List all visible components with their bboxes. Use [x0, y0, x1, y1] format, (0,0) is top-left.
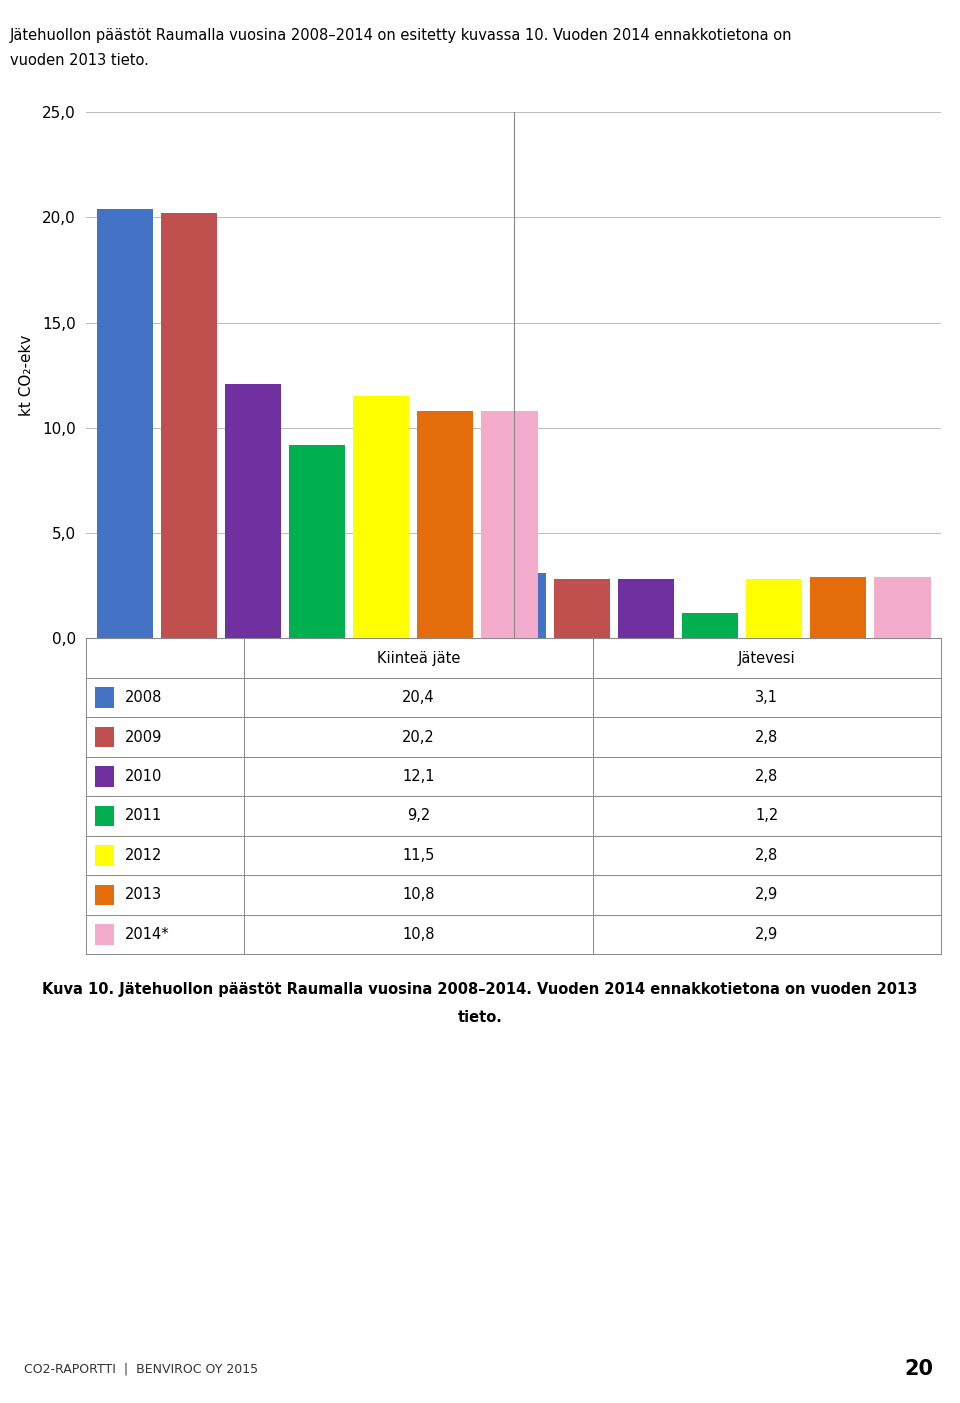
Text: 2009: 2009 [125, 730, 162, 745]
Text: 2,9: 2,9 [756, 887, 779, 902]
Bar [554, 579, 611, 638]
Bar [95, 925, 113, 944]
Text: 2,9: 2,9 [756, 927, 779, 941]
Bar [417, 411, 473, 638]
Bar [95, 766, 113, 787]
Bar [95, 805, 113, 826]
Bar [618, 579, 674, 638]
Text: 2014*: 2014* [125, 927, 170, 941]
Bar [481, 411, 538, 638]
Text: 1,2: 1,2 [756, 808, 779, 824]
Bar [95, 845, 113, 866]
Bar [490, 572, 546, 638]
Text: 11,5: 11,5 [402, 847, 435, 863]
Bar [95, 687, 113, 707]
Text: Jätevesi: Jätevesi [738, 651, 796, 665]
Text: Jätehuollon päästöt Raumalla vuosina 2008–2014 on esitetty kuvassa 10. Vuoden 20: Jätehuollon päästöt Raumalla vuosina 200… [10, 28, 792, 43]
Bar [97, 209, 153, 638]
Text: 10,8: 10,8 [402, 887, 435, 902]
Text: 2013: 2013 [125, 887, 162, 902]
Text: 2012: 2012 [125, 847, 162, 863]
Text: 2,8: 2,8 [756, 847, 779, 863]
Bar [875, 578, 930, 638]
Text: CO2-RAPORTTI  |  BENVIROC OY 2015: CO2-RAPORTTI | BENVIROC OY 2015 [24, 1362, 258, 1376]
Text: 2010: 2010 [125, 769, 162, 784]
Text: 10,8: 10,8 [402, 927, 435, 941]
Bar [289, 445, 346, 638]
Text: vuoden 2013 tieto.: vuoden 2013 tieto. [10, 53, 149, 69]
Text: 9,2: 9,2 [407, 808, 430, 824]
Bar [160, 213, 217, 638]
Text: Kuva 10. Jätehuollon päästöt Raumalla vuosina 2008–2014. Vuoden 2014 ennakkotiet: Kuva 10. Jätehuollon päästöt Raumalla vu… [42, 982, 918, 998]
Bar [682, 613, 738, 638]
Bar [810, 578, 867, 638]
Text: 3,1: 3,1 [756, 690, 779, 706]
Bar [95, 727, 113, 748]
Text: 20,2: 20,2 [402, 730, 435, 745]
Bar [353, 396, 409, 638]
Text: 2,8: 2,8 [756, 730, 779, 745]
Text: 20,4: 20,4 [402, 690, 435, 706]
Text: tieto.: tieto. [458, 1010, 502, 1026]
Text: 2008: 2008 [125, 690, 162, 706]
Text: 12,1: 12,1 [402, 769, 435, 784]
Y-axis label: kt CO₂-ekv: kt CO₂-ekv [19, 334, 34, 417]
Text: Kiinteä jäte: Kiinteä jäte [377, 651, 460, 665]
Text: 20: 20 [904, 1360, 933, 1379]
Bar [746, 579, 803, 638]
Bar [95, 885, 113, 905]
Text: 2,8: 2,8 [756, 769, 779, 784]
Text: 2011: 2011 [125, 808, 162, 824]
Bar [225, 383, 281, 638]
